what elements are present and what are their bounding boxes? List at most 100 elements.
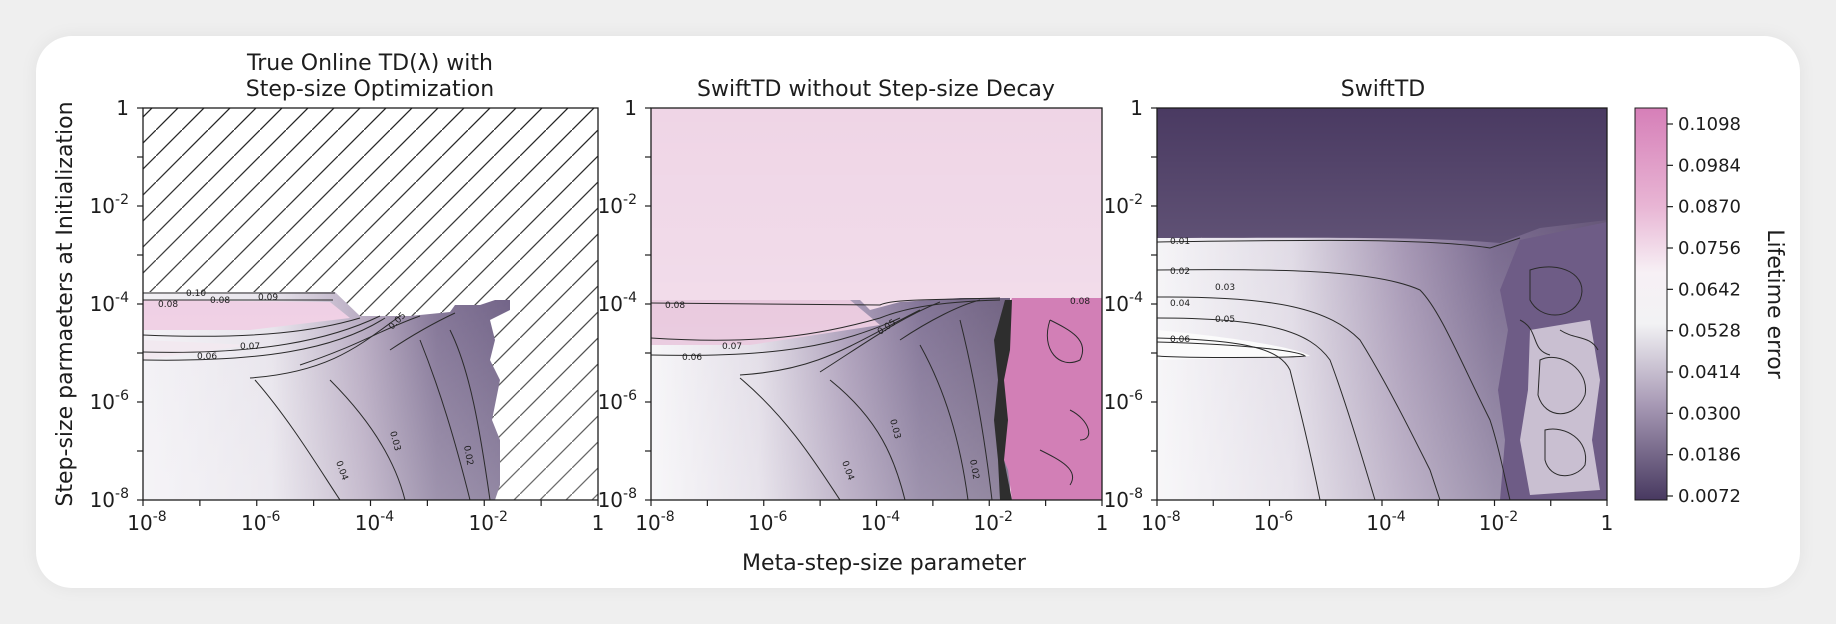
y-tick-label: 1 [116,96,129,120]
colorbar-tick-label: 0.0072 [1678,486,1741,507]
panel-1-contour-label: 0.09 [258,293,278,303]
panel-1-heatmap: 0.10 0.08 0.09 0.08 0.07 0.06 0.05 0.04 … [143,108,598,500]
panel-3-contour-label: 0.03 [1215,283,1235,293]
y-tick-label-exponent: -6 [115,388,129,404]
colorbar-tick-label: 0.0870 [1678,197,1741,218]
panel-3-contour-label: 0.02 [1170,267,1190,277]
y-axis-label: Step-size parmaeters at Initialization [53,101,78,506]
y-tick-label-base: 10 [1104,390,1129,414]
x-tick-label-base: 10 [974,511,999,535]
y-tick-label-exponent: -2 [1129,192,1143,208]
x-tick-label-exponent: -6 [266,509,280,525]
x-tick-label: 10-6 [241,509,281,535]
x-tick-label-exponent: -2 [494,509,508,525]
x-tick-label-base: 1 [592,511,605,535]
colorbar-label: Lifetime error [1762,229,1787,380]
panel-1-shade [143,108,598,500]
colorbar-tick-label: 0.0642 [1678,279,1741,300]
x-tick-label-exponent: -2 [1504,509,1518,525]
y-tick-label-base: 1 [1130,96,1143,120]
y-tick-label-base: 10 [1104,194,1129,218]
y-tick-label-base: 10 [90,488,115,512]
x-tick-label: 10-2 [1479,509,1518,535]
y-tick-label-base: 10 [598,488,623,512]
panel-1-contour-label: 0.07 [240,342,260,352]
x-tick-label-base: 10 [127,511,152,535]
x-tick-label-exponent: -8 [661,509,675,525]
panel-2-contour-label: 0.02 [967,459,980,480]
y-tick-label-base: 10 [598,194,623,218]
x-tick-label: 10-6 [748,509,788,535]
panel-1-contour-label: 0.08 [158,300,178,310]
panel-2-contour-label: 0.08 [1070,297,1090,307]
x-tick-label: 10-4 [861,509,901,535]
x-tick-label: 10-8 [127,509,166,535]
y-tick-label-base: 10 [598,390,623,414]
colorbar: 0.1098 0.0984 0.0870 0.0756 0.0642 0.0528 0.04… [1634,107,1787,507]
x-tick-label-exponent: -4 [1392,509,1406,525]
panel-1-contour-label: 0.08 [210,296,230,306]
panel-1-title-line-1: True Online TD(λ) with [246,51,493,76]
x-tick-label: 10-4 [1366,509,1406,535]
y-tick-label-base: 10 [90,194,115,218]
y-tick-label-base: 10 [598,292,623,316]
x-tick-label-exponent: -8 [153,509,167,525]
panel-3: SwiftTD 0.01 0.02 [1156,77,1608,501]
x-tick-label: 1 [1096,511,1109,535]
y-tick-label-base: 1 [624,96,637,120]
colorbar-tick-label: 0.0300 [1678,403,1741,424]
y-tick-label: 10-2 [1104,192,1143,218]
x-tick-label-exponent: -2 [999,509,1013,525]
x-tick-label-exponent: -4 [380,509,394,525]
y-tick-label: 10-6 [598,388,638,414]
colorbar-tick-label: 0.1098 [1678,114,1741,135]
x-tick-label: 10-8 [635,509,674,535]
panel-2: SwiftTD without Step-size Decay [650,77,1103,501]
panel-1: True Online TD(λ) with Step-size Optimiz… [142,51,599,501]
x-tick-label-base: 10 [1479,511,1504,535]
y-tick-label-base: 1 [116,96,129,120]
colorbar-tick-label: 0.0756 [1678,238,1741,259]
panel-3-contour-labels: 0.01 0.02 0.03 0.04 0.05 0.06 [1170,237,1235,345]
y-tick-label-exponent: -2 [623,192,637,208]
x-tick-label: 10-8 [1141,509,1180,535]
y-tick-label: 10-6 [1104,388,1144,414]
x-tick-label-base: 10 [1254,511,1279,535]
panel-2-boundary [994,300,1012,500]
y-tick-label: 1 [624,96,637,120]
x-tick-label-exponent: -6 [1279,509,1293,525]
x-tick-label-base: 1 [1601,511,1614,535]
x-tick-label-base: 10 [635,511,660,535]
y-tick-label-exponent: -8 [1129,486,1143,502]
colorbar-tick-label: 0.0414 [1678,362,1741,383]
panel-2-diverged-pink [998,298,1102,500]
x-tick-label-exponent: -8 [1167,509,1181,525]
y-tick-label: 10-2 [90,192,129,218]
x-tick-label-base: 10 [748,511,773,535]
colorbar-tick-label: 0.0186 [1678,445,1741,466]
y-tick-label: 10-6 [90,388,130,414]
panel-2-contour-label: 0.07 [722,342,742,352]
panel-1-contour-label: 0.06 [197,352,217,362]
panel-3-contour-label: 0.04 [1170,299,1190,309]
x-tick-label: 10-4 [355,509,395,535]
colorbar-ticks: 0.1098 0.0984 0.0870 0.0756 0.0642 0.0528 0.04… [1667,114,1741,507]
panel-3-contours [1157,237,1599,500]
panel-1-contours [143,292,491,500]
colorbar-tick-label: 0.0984 [1678,155,1741,176]
y-tick-label-base: 10 [1104,488,1129,512]
x-tick-label-base: 10 [861,511,886,535]
y-tick-label-exponent: -6 [623,388,637,404]
x-tick-label: 1 [592,511,605,535]
panel-2-contour-label: 0.06 [682,353,702,363]
y-tick-label: 10-2 [598,192,637,218]
y-tick-label-exponent: -4 [1129,290,1143,306]
y-tick-label-base: 10 [90,292,115,316]
x-tick-label-exponent: -6 [773,509,787,525]
x-tick-label-exponent: -4 [886,509,900,525]
y-tick-label-exponent: -6 [1129,388,1143,404]
colorbar-gradient [1634,107,1668,501]
panel-3-heatmap: 0.01 0.02 0.03 0.04 0.05 0.06 [1157,108,1607,500]
